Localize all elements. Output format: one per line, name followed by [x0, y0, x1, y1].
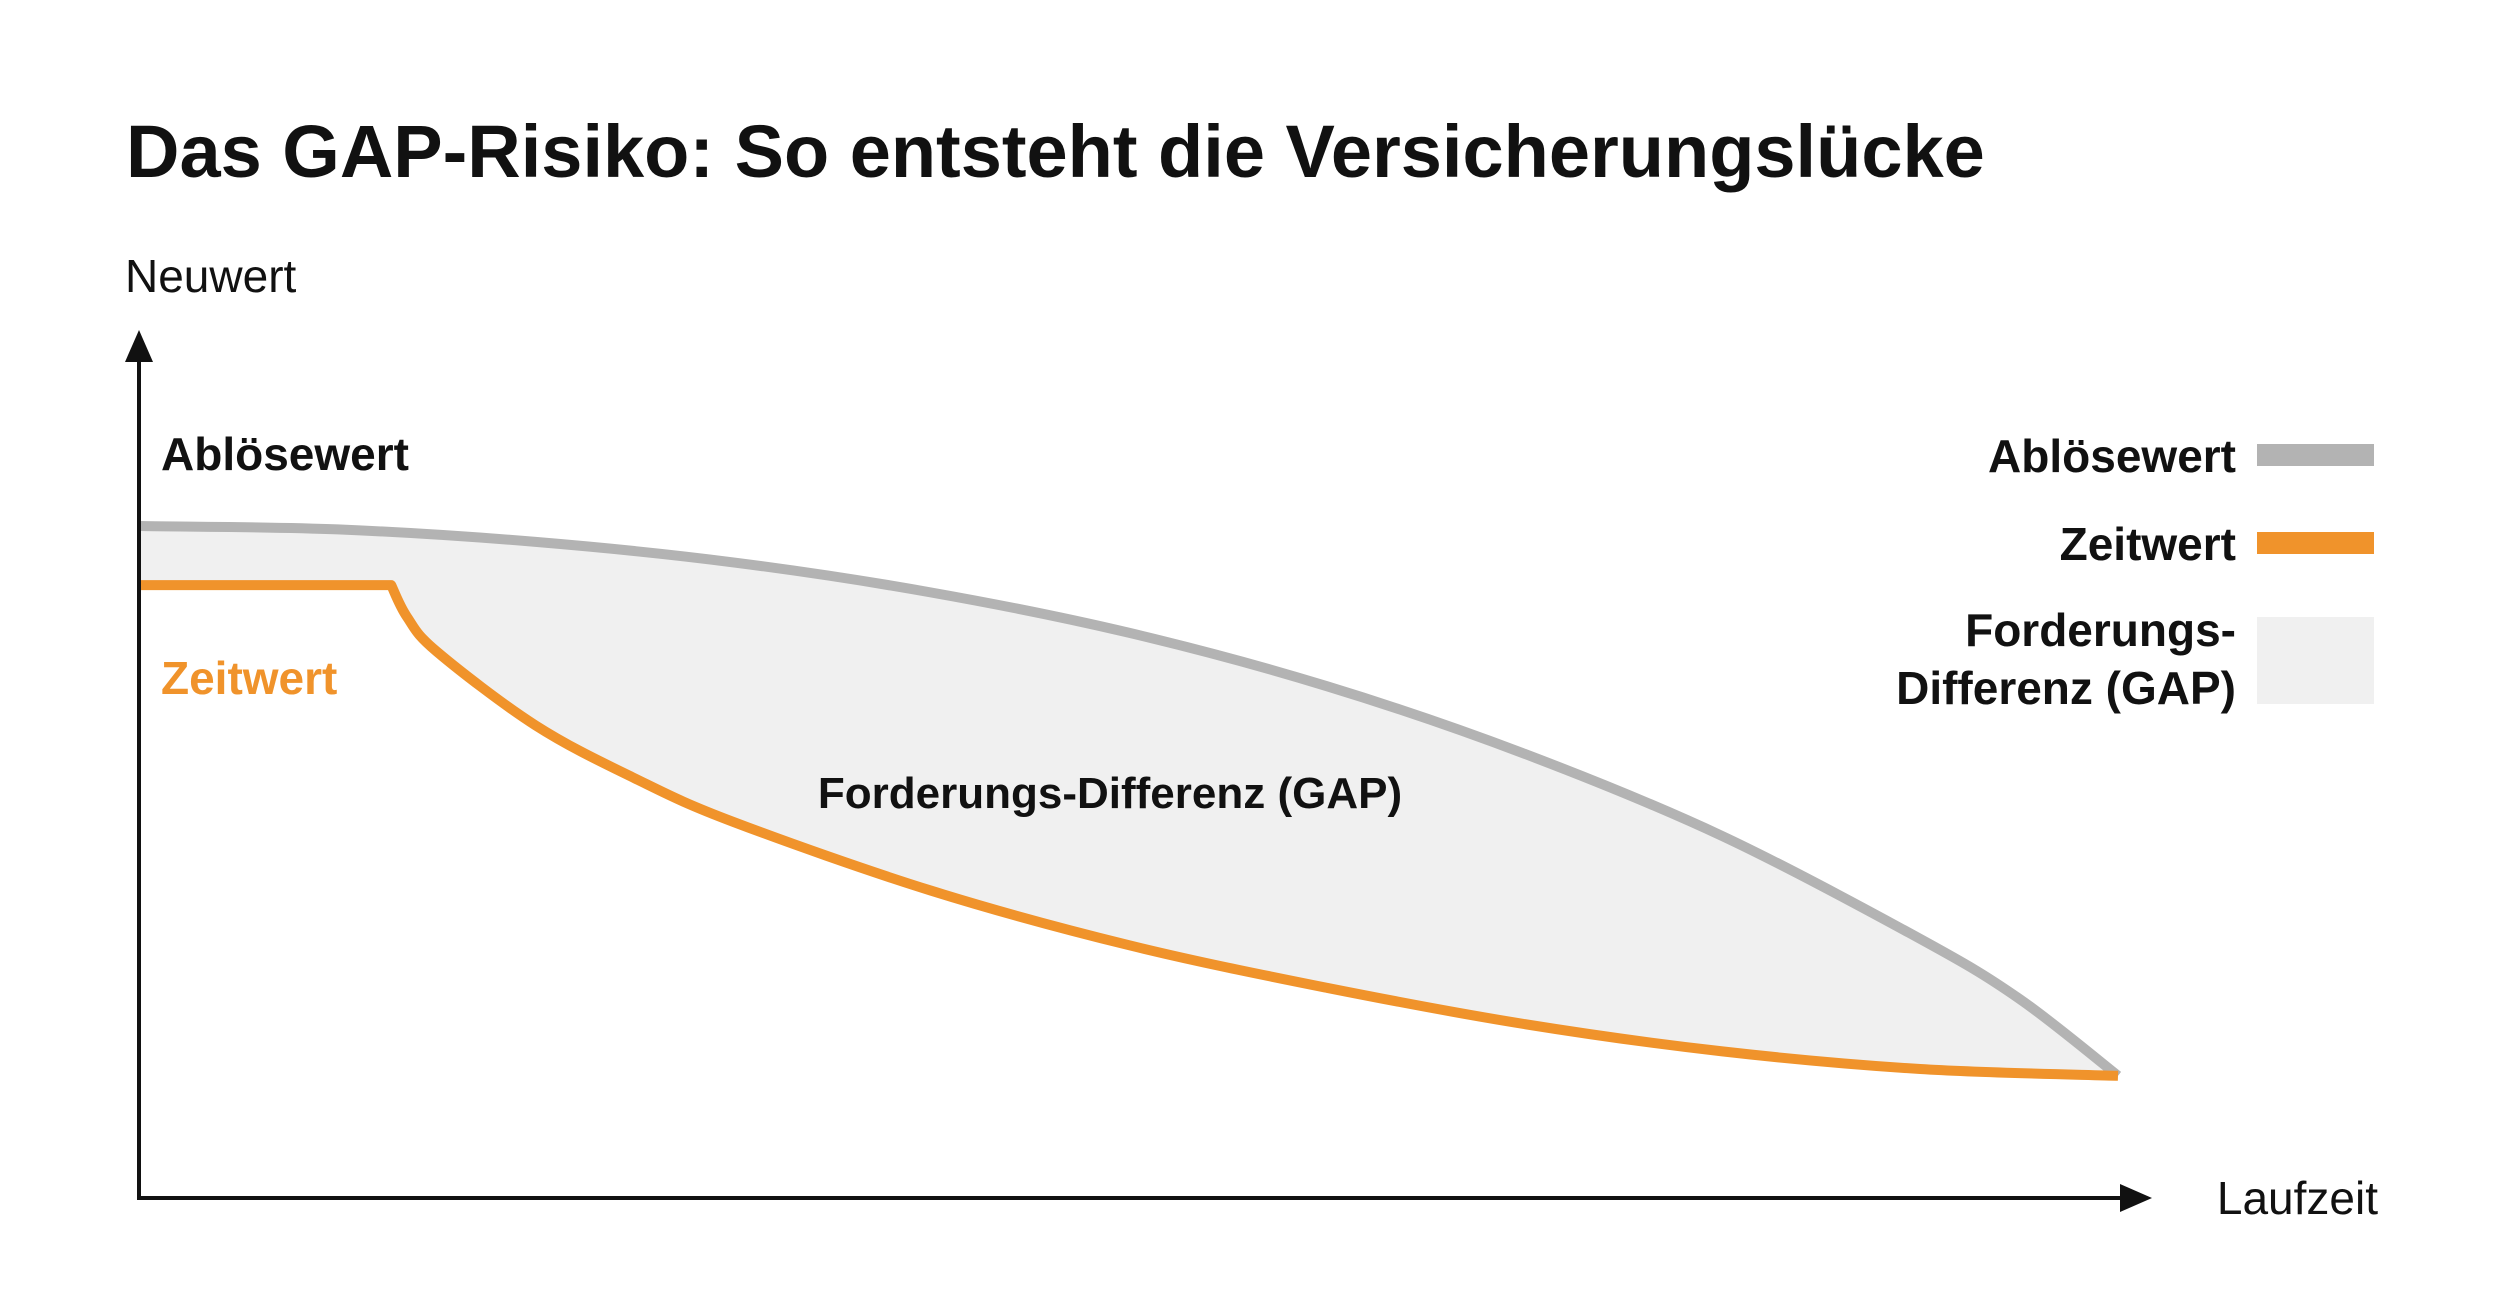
abloesewert-annotation: Ablösewert	[161, 428, 409, 480]
legend-item-zeitwert: Zeitwert	[2060, 518, 2374, 570]
gap-area-label: Forderungs-Differenz (GAP)	[818, 769, 1402, 818]
legend-label-abloesewert: Ablösewert	[1988, 430, 2236, 482]
plot-area	[139, 521, 2122, 1081]
gap-area	[140, 526, 2118, 1076]
legend-swatch-abloesewert	[2257, 444, 2374, 466]
zeitwert-annotation: Zeitwert	[161, 652, 337, 704]
legend-label-gap-line-1: Forderungs-	[1965, 604, 2236, 656]
legend-item-gap: Forderungs- Differenz (GAP)	[1896, 604, 2374, 714]
zeitwert-line	[140, 580, 2119, 1081]
legend-label-zeitwert: Zeitwert	[2060, 518, 2236, 570]
y-axis-label: Neuwert	[125, 250, 297, 302]
y-axis-arrow-icon	[125, 330, 153, 362]
x-axis-arrow-icon	[2120, 1184, 2152, 1212]
abloesewert-line	[139, 521, 2122, 1080]
legend-swatch-gap	[2257, 617, 2374, 704]
x-axis-label: Laufzeit	[2217, 1172, 2378, 1224]
legend-label-gap-line-2: Differenz (GAP)	[1896, 662, 2236, 714]
legend: Ablösewert Zeitwert Forderungs- Differen…	[1896, 430, 2374, 714]
chart-title: Das GAP-Risiko: So entsteht die Versiche…	[126, 110, 1985, 193]
y-axis	[125, 330, 153, 1200]
x-axis	[137, 1184, 2152, 1212]
legend-item-abloesewert: Ablösewert	[1988, 430, 2374, 482]
legend-swatch-zeitwert	[2257, 532, 2374, 554]
